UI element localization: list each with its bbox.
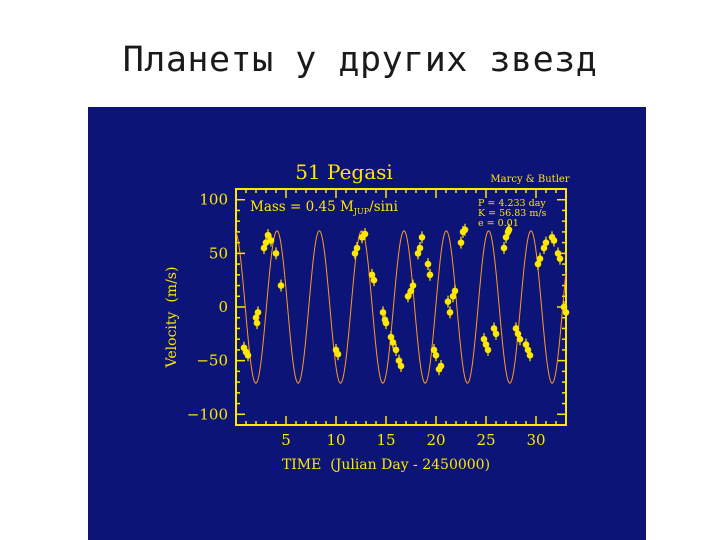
data-point	[432, 351, 440, 359]
data-point	[484, 346, 492, 354]
x-tick-label: 5	[281, 431, 291, 449]
data-point	[500, 244, 508, 252]
data-point	[416, 244, 424, 252]
data-point	[418, 233, 426, 241]
data-point	[426, 271, 434, 279]
y-tick-label: 50	[209, 244, 228, 262]
data-point	[409, 282, 417, 289]
data-point	[397, 362, 405, 370]
x-axis-label: TIME (Julian Day - 2450000)	[282, 457, 490, 473]
mass-unit-subscript: JUP	[353, 207, 370, 216]
data-point	[550, 237, 558, 244]
data-point	[542, 239, 550, 246]
data-point	[404, 292, 412, 300]
data-point	[457, 239, 465, 246]
data-point	[272, 250, 280, 257]
data-point	[556, 255, 564, 263]
x-tick-label: 20	[426, 431, 445, 449]
plot-area: 5 10 15 20 25 30 100 50 0 −50 −100	[187, 188, 570, 449]
chart-panel: 51 Pegasi Marcy & Butler 5 10 15 20 25 30 100 5…	[88, 107, 646, 540]
data-point	[492, 330, 500, 338]
data-point	[562, 309, 570, 316]
data-point	[244, 351, 252, 359]
mass-annotation: Mass = 0.45 MJUP/sini	[250, 199, 399, 216]
x-tick-label: 15	[376, 431, 395, 449]
data-point	[334, 350, 342, 358]
radial-velocity-chart: 51 Pegasi Marcy & Butler 5 10 15 20 25 301005…	[164, 160, 570, 473]
x-tick-label: 30	[526, 431, 545, 449]
data-point	[505, 226, 513, 234]
mass-label: Mass = 0.45 M	[250, 199, 354, 215]
x-tick-label: 10	[326, 431, 345, 449]
data-point	[516, 335, 524, 343]
slide-title: Планеты у других звезд	[122, 40, 598, 80]
data-point	[267, 237, 275, 244]
data-point	[424, 260, 432, 268]
data-point	[389, 339, 397, 346]
data-point	[444, 298, 452, 305]
data-point	[536, 255, 544, 263]
model-curve	[235, 230, 567, 384]
data-point	[392, 346, 400, 354]
param-period: P = 4.233 day	[478, 198, 546, 209]
mass-suffix: /sini	[369, 199, 398, 215]
chart-credit: Marcy & Butler	[490, 174, 569, 185]
y-tick-label: −100	[187, 405, 228, 423]
data-point	[370, 276, 378, 284]
y-tick-label: 0	[218, 298, 228, 316]
data-point	[361, 230, 369, 238]
data-point	[264, 231, 272, 239]
data-point	[382, 319, 390, 327]
data-point	[461, 226, 469, 234]
y-axis-label: Velocity (m/s)	[164, 267, 180, 369]
param-eccentricity: e = 0.01	[478, 218, 519, 229]
chart-title: 51 Pegasi	[295, 160, 393, 184]
data-point	[437, 362, 445, 370]
param-semi-amplitude: K = 56.83 m/s	[478, 208, 547, 219]
y-tick-label: 100	[199, 191, 228, 209]
x-tick-label: 25	[476, 431, 495, 449]
y-tick-label: −50	[196, 352, 228, 370]
data-point	[353, 244, 361, 252]
data-point	[446, 309, 454, 316]
data-point	[254, 309, 262, 316]
data-point	[277, 282, 285, 289]
data-point	[253, 319, 261, 327]
data-point	[451, 287, 459, 295]
data-point	[526, 351, 534, 359]
